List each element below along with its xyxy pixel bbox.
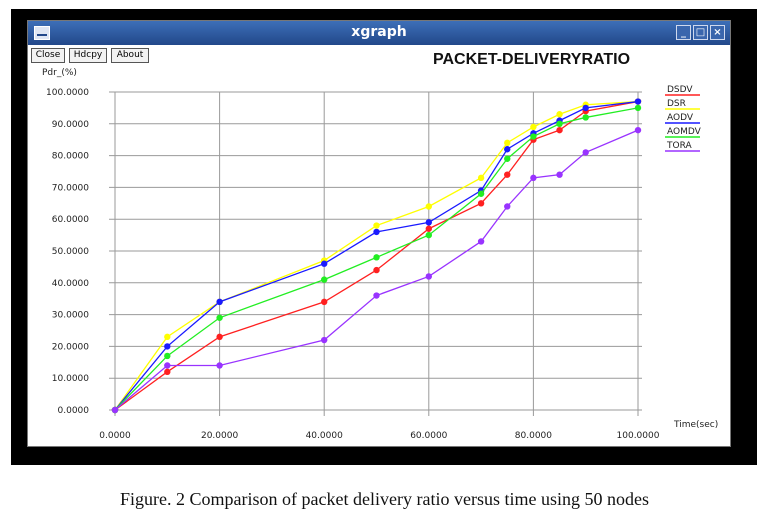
data-point [373,254,380,261]
data-point [556,126,563,134]
series-line [114,100,639,411]
data-point [373,292,380,299]
data-point [634,104,642,112]
data-point [321,336,328,344]
data-point [216,362,223,369]
data-point [321,298,328,306]
maximize-icon[interactable]: □ [693,25,708,40]
data-point [321,276,328,283]
data-point [556,120,563,128]
data-point [477,200,485,207]
data-point [477,238,485,245]
data-point [530,133,537,140]
data-point [504,146,511,153]
y-tick-label: 40.0000 [52,279,89,289]
x-tick-label: 40.0000 [306,431,343,441]
data-point [634,98,642,105]
y-tick-label: 60.0000 [52,215,89,225]
x-tick-label: 100.0000 [617,431,660,441]
close-button[interactable]: Close [31,48,65,63]
data-point [634,126,642,134]
series-line [114,100,639,411]
y-tick-label: 30.0000 [52,311,89,321]
legend-label: TORA [666,141,692,151]
y-tick-label: 90.0000 [52,120,89,130]
legend-label: DSDV [667,85,693,95]
y-tick-label: 70.0000 [52,183,89,193]
data-point [556,171,563,178]
title-bar[interactable]: xgraph _ □ × [28,21,730,45]
data-point [477,174,485,182]
data-point [530,123,537,131]
data-point [425,273,432,280]
data-point [373,222,380,229]
data-point [582,114,589,121]
series-line [114,107,639,411]
series-tora [111,126,642,414]
data-point [164,368,171,376]
grid [109,91,642,416]
y-tick-label: 50.0000 [52,247,89,257]
data-point [504,203,511,210]
x-tick-label: 80.0000 [515,431,552,441]
data-point [425,231,432,239]
data-point [504,155,511,162]
data-point [504,171,511,178]
legend-label: AODV [667,113,694,123]
data-point [373,266,380,274]
data-point [321,260,328,267]
data-point [477,190,485,197]
window-menu-icon[interactable] [34,26,50,40]
legend: DSDV DSR AODV AOMDV TORA [665,85,702,152]
data-point [425,203,432,210]
data-point [216,314,223,321]
data-point [164,352,171,360]
y-tick-label: 20.0000 [52,342,89,352]
series-aomdv [111,104,642,414]
y-tick-label: 100.0000 [46,88,89,98]
x-tick-label: 20.0000 [201,431,238,441]
about-button[interactable]: About [111,48,149,63]
close-window-icon[interactable]: × [710,25,725,40]
legend-label: AOMDV [667,127,702,137]
data-point [425,219,432,226]
data-point [530,174,537,182]
x-tick-label: 0.0000 [99,431,131,441]
series-lines [111,98,642,414]
series-line [114,100,639,411]
y-tick-label: 80.0000 [52,152,89,162]
figure-caption: Figure. 2 Comparison of packet delivery … [120,489,649,509]
data-point [216,333,223,341]
chart-title: PACKET-DELIVERYRATIO [433,51,631,68]
data-point [582,149,589,156]
series-line [114,129,639,411]
legend-label: DSR [667,99,686,109]
data-point [111,406,119,414]
data-point [504,139,511,147]
data-point [164,362,171,369]
data-point [425,225,432,232]
x-tick-label: 60.0000 [410,431,447,441]
y-tick-label: 0.0000 [58,406,90,416]
tick-labels: 0.0000 20.0000 40.0000 60.0000 80.0000 100.00… [46,88,660,441]
y-axis-label: Pdr_(%) [42,68,77,78]
data-point [373,228,380,236]
data-point [164,333,171,341]
minimize-icon[interactable]: _ [676,25,691,40]
y-tick-label: 10.0000 [52,374,89,384]
data-point [556,111,563,118]
data-point [216,298,223,306]
data-point [582,104,589,112]
window-title: xgraph [351,24,407,40]
data-point [164,343,171,350]
hdcpy-button[interactable]: Hdcpy [69,48,107,63]
x-axis-label: Time(sec) [673,420,718,430]
